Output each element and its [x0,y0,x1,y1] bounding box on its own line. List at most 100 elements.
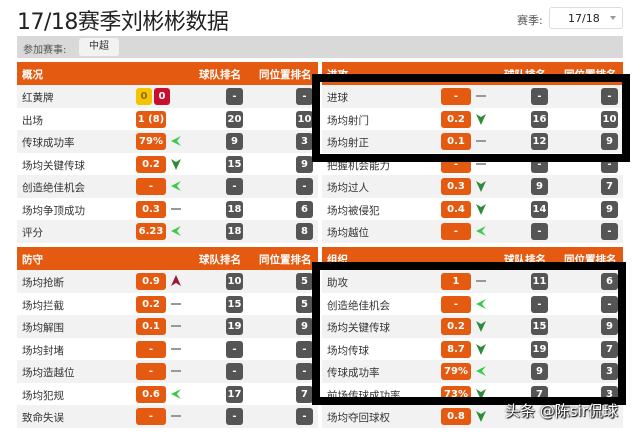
panel-organization: 组织 球队排名 同位置排名 助攻 1 11 6 创造绝佳机会 - - - 场均关键传球 0.2 15 9… [322,247,623,428]
panel-defense: 防守 球队排名 同位置排名 场均抢断 0.9 10 5 场均拦截 0.2 15 5 场均解围 0.1… [17,247,318,428]
stat-name: 场均射门 [327,114,369,127]
stat-row: 进球 - - - [322,85,623,108]
stat-value: 1 (8) [136,110,166,128]
left-green-arrow-icon [170,225,182,237]
position-rank: 6 [296,200,313,218]
position-rank: - [601,88,618,105]
left-green-arrow-icon [170,180,182,192]
stat-row: 场均解围 0.1 19 9 [17,315,318,338]
stat-row: 场均传球 8.7 19 7 [322,338,623,361]
panel-header: 防守 球队排名 同位置排名 [17,247,318,270]
left-green-arrow-icon [475,298,487,310]
dash-icon [475,90,487,102]
stat-name: 场均被侵犯 [327,204,380,217]
team-rank: 20 [226,110,243,128]
stat-value: - [136,340,166,358]
position-rank: 9 [601,318,618,335]
stat-name: 场均抢断 [22,277,64,289]
position-rank: - [296,88,313,105]
stat-value: - [136,178,166,195]
highlight-box-organization [312,262,626,405]
stat-name: 出场 [22,114,43,127]
stat-value: 0.6 [136,385,166,403]
stat-row: 场均过人 0.3 9 7 [322,175,623,198]
stat-name: 场均射正 [327,137,369,149]
dash-icon [170,365,182,377]
team-rank: - [531,295,548,313]
down-green-arrow-icon [475,343,487,355]
stat-value: 0.8 [441,408,471,425]
season-select[interactable]: 17/18 [549,7,623,29]
stat-row: 传球成功率 79% 9 3 [17,130,318,153]
stat-value: 6.23 [136,223,166,240]
stat-row: 致命失误 - - - [17,405,318,428]
season-label: 赛季: [517,14,543,27]
yellow-card-count: 0 [136,88,152,105]
stat-row: 出场 1 (8) 20 10 [17,108,318,131]
team-rank-header: 球队排名 [199,69,241,81]
panel-title: 概况 [22,69,43,81]
stat-value: 79% [136,133,166,150]
team-rank: 9 [531,178,548,195]
stat-name: 场均传球 [327,344,369,357]
stat-value: 0.1 [441,133,471,150]
position-rank: 8 [296,223,313,240]
stat-row: 创造绝佳机会 - - - [17,175,318,198]
stat-row: 助攻 1 11 6 [322,270,623,293]
stat-row: 场均射正 0.1 12 9 [322,130,623,153]
stat-value: 0.1 [136,318,166,335]
stat-name: 场均封堵 [22,344,64,357]
team-rank: - [226,88,243,105]
stat-row: 场均造越位 - - - [17,360,318,383]
stat-row: 场均抢断 0.9 10 5 [17,270,318,293]
position-rank: 3 [601,363,618,380]
season-value: 17/18 [568,12,600,25]
position-rank-header: 同位置排名 [259,69,312,81]
position-rank: - [601,295,618,313]
team-rank: - [226,340,243,358]
team-rank: 9 [531,363,548,380]
stat-value: - [441,295,471,313]
left-green-arrow-icon [170,135,182,147]
position-rank: 9 [601,133,618,150]
dash-icon [170,410,182,422]
page-title: 17/18赛季刘彬彬数据 [17,10,229,35]
down-green-arrow-icon [475,388,487,400]
stat-row: 场均犯规 0.6 17 7 [17,383,318,406]
stat-value: 0.2 [136,155,166,173]
stat-value: - [441,88,471,105]
red-card-count: 0 [154,88,170,105]
position-rank: - [296,178,313,195]
left-green-arrow-icon [170,388,182,400]
stat-name: 场均造越位 [22,367,75,379]
up-red-arrow-icon [170,275,182,287]
team-rank: 15 [226,155,243,173]
team-rank: 12 [531,133,548,150]
stat-value: - [136,408,166,425]
stat-row: 场均关键传球 0.2 15 9 [322,315,623,338]
stat-row: 场均争顶成功 0.3 18 6 [17,198,318,221]
position-rank: 9 [601,200,618,218]
panel-header: 概况 球队排名 同位置排名 [17,62,318,85]
team-rank: 10 [226,273,243,290]
stat-value: 0.3 [136,200,166,218]
team-rank-header: 球队排名 [199,254,241,266]
stat-value: 8.7 [441,340,471,358]
position-rank: 3 [296,133,313,150]
dash-icon [475,158,487,170]
stat-name: 创造绝佳机会 [22,182,85,194]
stat-name: 场均夺回球权 [327,412,390,424]
stat-row: 场均被侵犯 0.4 14 9 [322,198,623,221]
dash-icon [475,135,487,147]
dash-icon [170,320,182,332]
position-rank: 7 [296,385,313,403]
down-green-arrow-icon [475,113,487,125]
competition-chip[interactable]: 中超 [79,38,119,56]
stat-name: 场均犯规 [22,389,64,402]
stat-row: 场均拦截 0.2 15 5 [17,293,318,316]
down-green-arrow-icon [170,158,182,170]
stat-name: 红黄牌 [22,92,54,104]
highlight-box-attack [312,74,630,162]
position-rank: - [296,340,313,358]
position-rank: 10 [601,110,618,128]
